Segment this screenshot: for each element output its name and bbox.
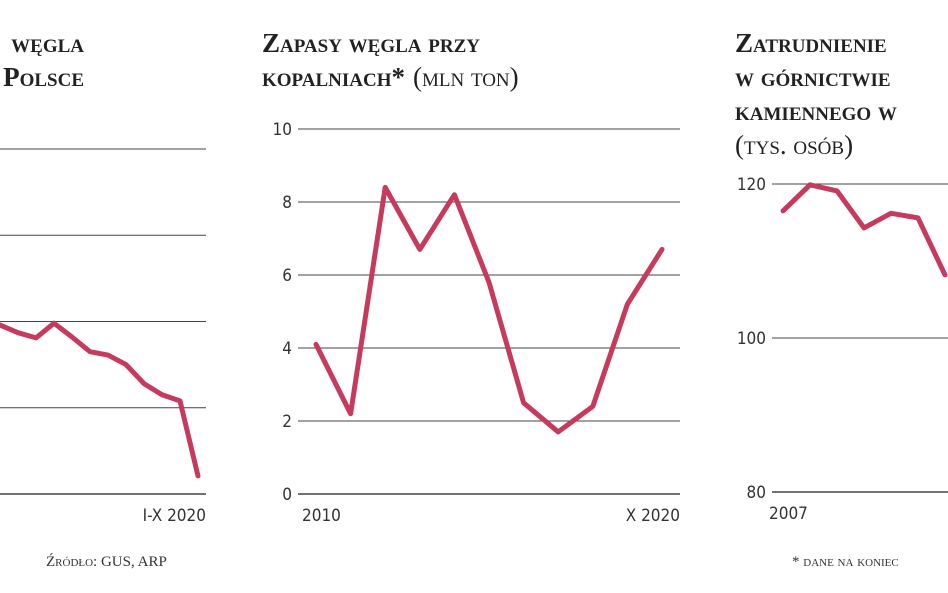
footnote: * dane na koniec [792, 554, 899, 570]
data-line [313, 184, 665, 435]
chart-title: kopalniach* (mln ton) [262, 62, 519, 92]
y-tick-label: 120 [737, 175, 766, 195]
y-tick-label: 2 [282, 412, 292, 432]
y-tick-label: 100 [737, 329, 766, 349]
x-tick-label: X 2020 [626, 506, 680, 526]
chart-title: kamiennego w [735, 96, 897, 126]
x-tick-label: I-X 2020 [143, 506, 206, 526]
x-tick-label: 2010 [302, 506, 341, 526]
y-tick-label: 80 [747, 483, 766, 503]
chart-title: Zatrudnienie [735, 28, 887, 58]
chart-title: węgla [11, 28, 84, 58]
y-tick-label: 0 [282, 485, 292, 505]
chart-title: Zapasy węgla przy [262, 28, 480, 58]
chart-unit: (mln ton) [413, 62, 519, 92]
chart-unit: (tys. osób) [735, 130, 853, 160]
data-line [780, 182, 948, 278]
data-line [0, 320, 201, 479]
x-tick-label: 2007 [769, 504, 808, 524]
chart-title: w górnictwie [735, 62, 891, 92]
y-tick-label: 10 [273, 120, 292, 140]
y-tick-label: 4 [282, 339, 292, 359]
chart-title: w Polsce [0, 62, 84, 92]
y-tick-label: 8 [282, 193, 292, 213]
source: Źródło: GUS, ARP [46, 553, 167, 570]
y-tick-label: 6 [282, 266, 292, 286]
